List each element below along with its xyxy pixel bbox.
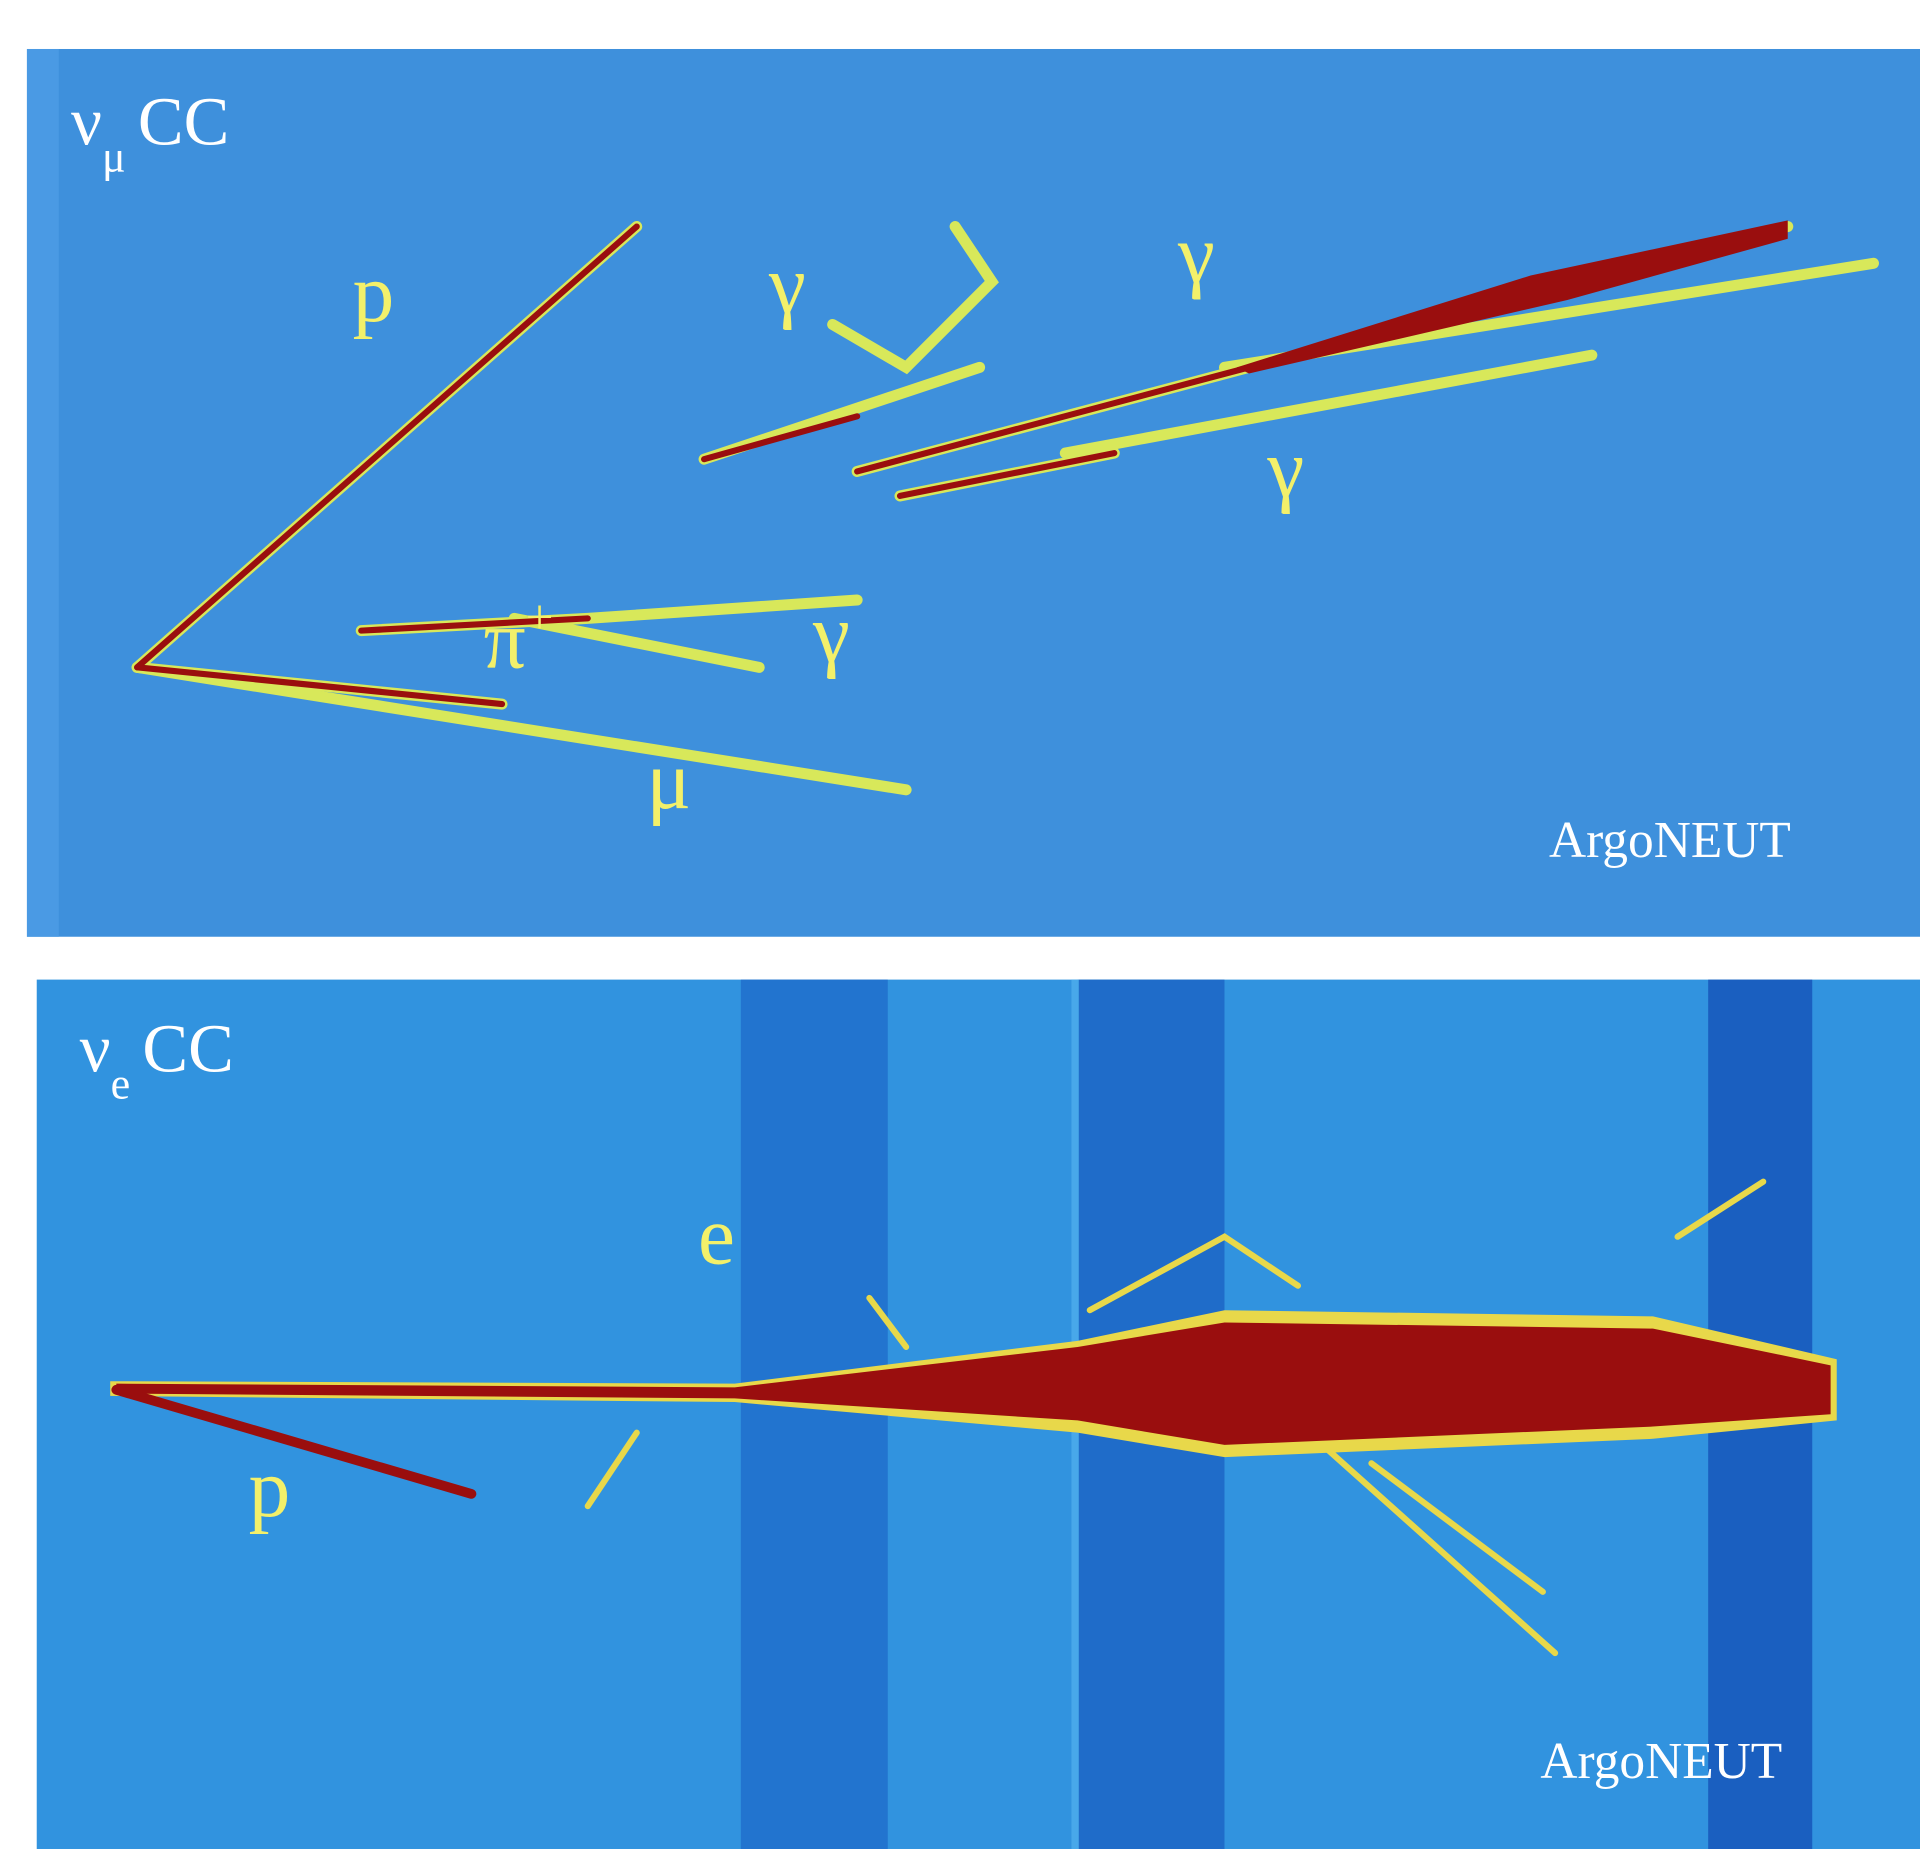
shower-core (116, 1322, 1831, 1445)
particle-label: γ (1177, 209, 1215, 301)
title-symbol: ν (71, 83, 102, 159)
shower-branch (584, 1178, 1767, 1657)
title-text: CC (142, 1010, 233, 1086)
proton-track (111, 1384, 477, 1499)
numu-panel: νμ CC p γ γ γ γ π+ μ ArgoNEUT (26, 48, 1920, 937)
particle-label: γ (768, 239, 806, 331)
particle-label: p (353, 248, 395, 340)
title-symbol: ν (80, 1010, 111, 1086)
track-core (134, 223, 1253, 708)
label-superscript: + (526, 589, 554, 644)
watermark: ArgoNEUT (1549, 812, 1791, 869)
particle-label: e (698, 1191, 735, 1283)
nue-panel: νe CC e p ArgoNEUT (36, 979, 1920, 1849)
particle-label: μ (647, 735, 692, 827)
title-subscript: e (111, 1059, 131, 1108)
shower-core (1236, 220, 1788, 374)
dead-region (740, 979, 888, 1849)
panel-title: νe CC (80, 1010, 234, 1108)
particle-label: π+ (484, 589, 554, 686)
panel-edge (26, 48, 59, 937)
tracks (131, 220, 1879, 796)
tracks (110, 1178, 1837, 1657)
label-text: π (484, 594, 526, 686)
particle-label: γ (1266, 423, 1304, 515)
title-subscript: μ (102, 132, 126, 181)
panel-background (26, 48, 1920, 937)
particle-label: p (249, 1443, 291, 1535)
panel-title: νμ CC (71, 83, 229, 181)
particle-label: γ (812, 588, 850, 680)
title-text: CC (138, 83, 229, 159)
watermark: ArgoNEUT (1540, 1733, 1782, 1790)
